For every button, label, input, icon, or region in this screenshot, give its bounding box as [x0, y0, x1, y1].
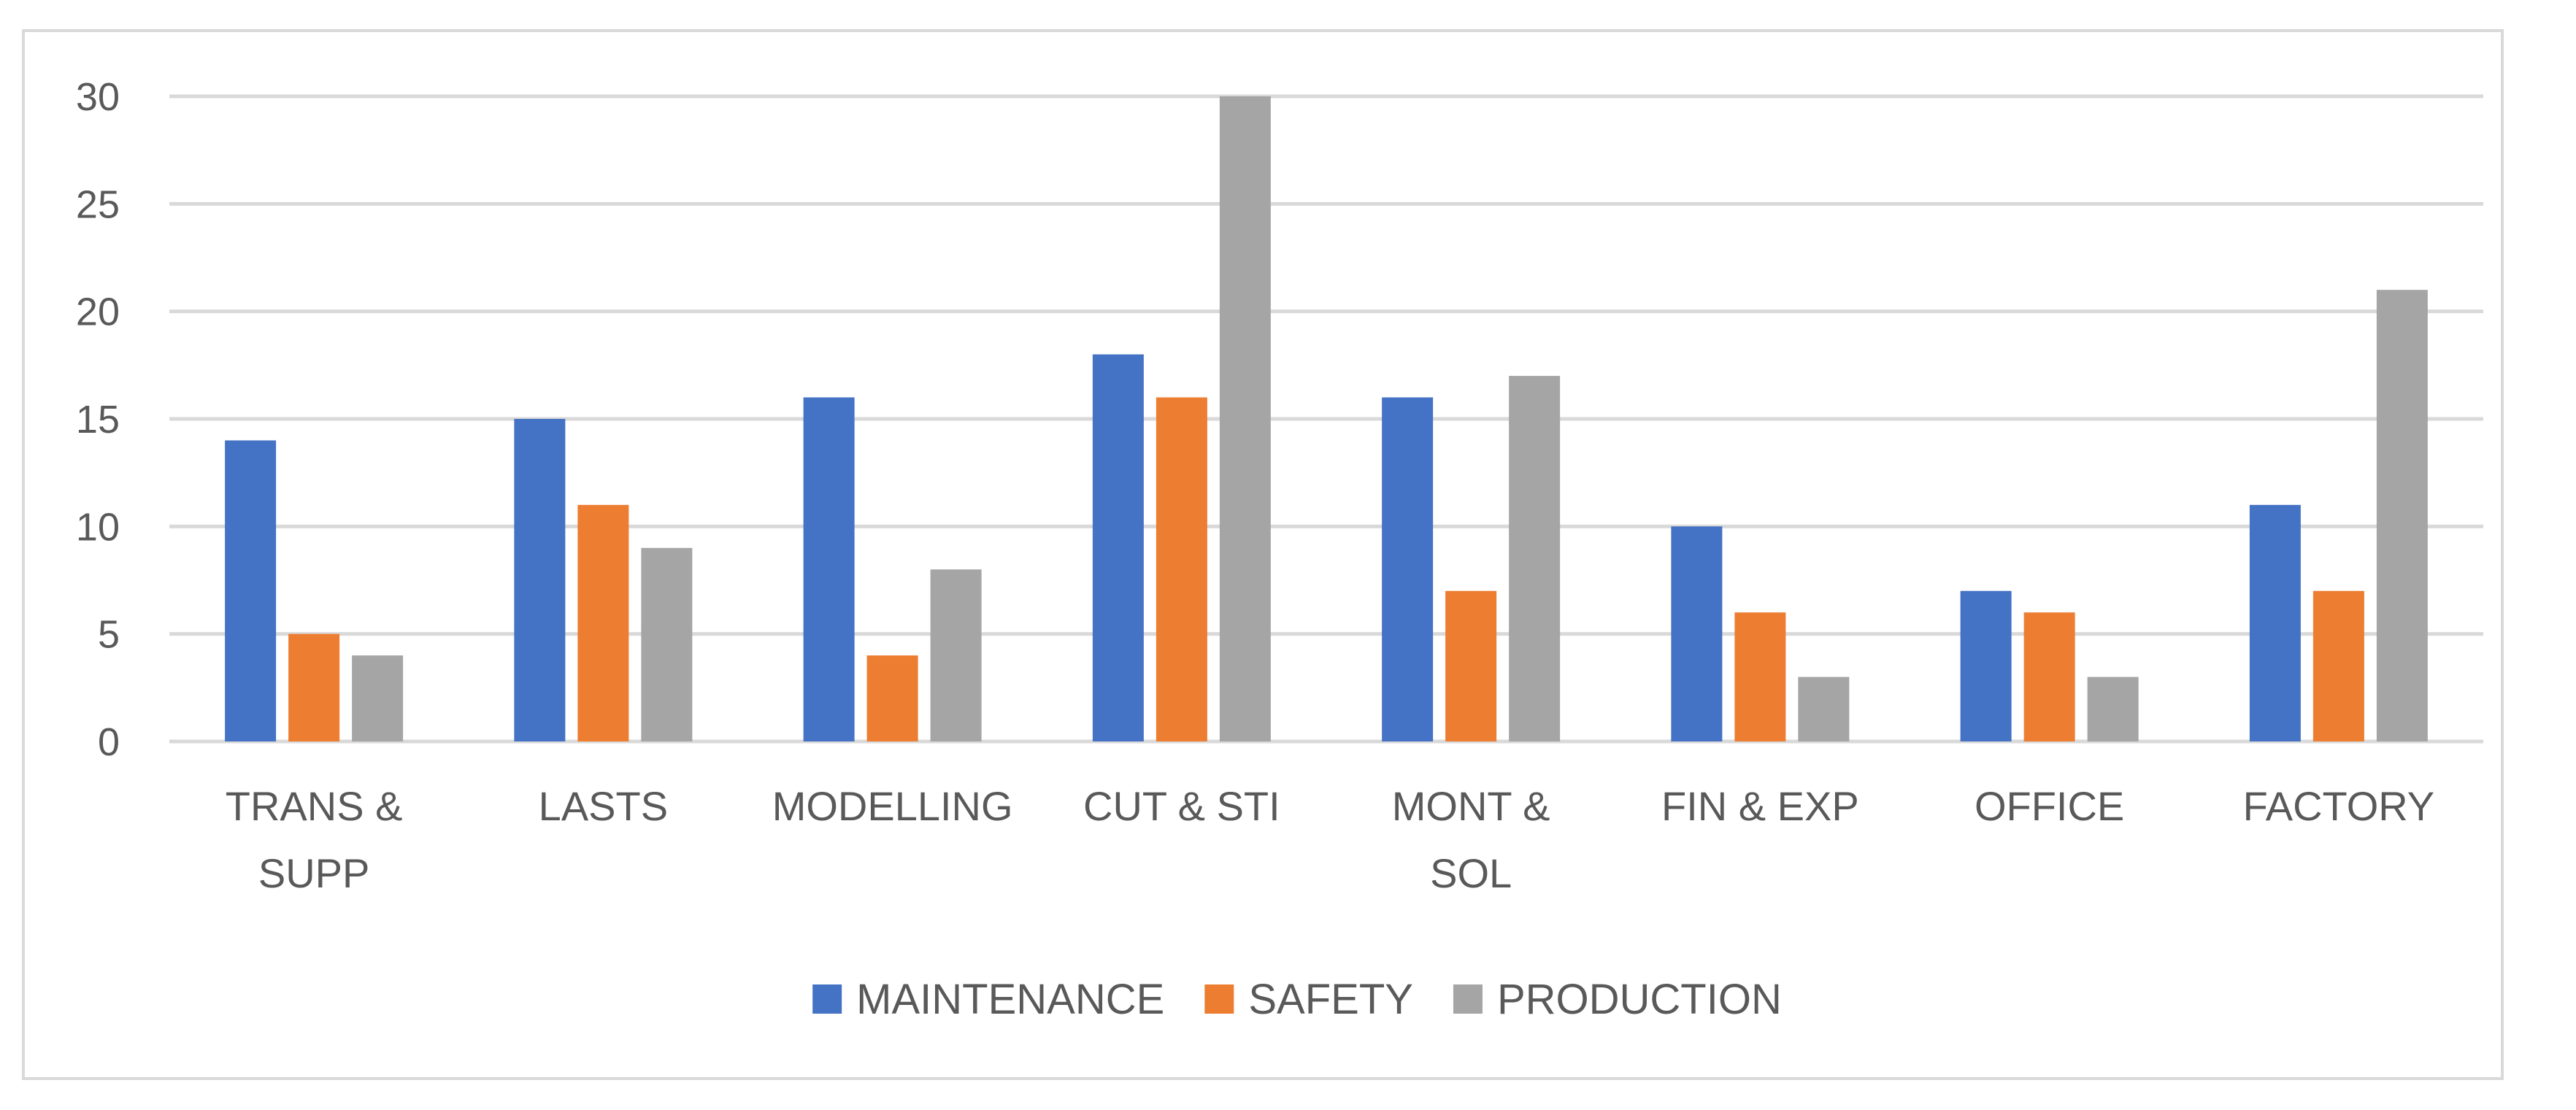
y-tick-label-30: 30 — [76, 75, 120, 119]
x-category-label-4-1: SOL — [1430, 850, 1512, 896]
x-category-label-5-0: FIN & EXP — [1661, 783, 1859, 829]
bar-production-5 — [1798, 677, 1850, 741]
legend-swatch-safety — [1204, 984, 1234, 1014]
bar-maintenance-7 — [2249, 504, 2301, 741]
x-category-label-3-0: CUT & STI — [1083, 783, 1280, 829]
y-tick-label-0: 0 — [98, 720, 120, 764]
x-category-label-0-0: TRANS & — [226, 783, 403, 829]
y-tick-label-15: 15 — [76, 398, 120, 442]
legend-label-safety: SAFETY — [1248, 976, 1413, 1023]
bar-maintenance-4 — [1382, 397, 1434, 741]
x-category-label-2-0: MODELLING — [772, 783, 1013, 829]
chart-frame: 0 5 10 15 20 25 30 TRANS & SUPP LASTS MODELLING CU… — [22, 29, 2504, 1080]
bar-maintenance-5 — [1671, 526, 1723, 741]
y-axis-tick-labels: 0 5 10 15 20 25 30 — [76, 75, 120, 764]
legend-label-maintenance: MAINTENANCE — [856, 976, 1164, 1023]
bar-safety-1 — [577, 504, 629, 741]
bar-production-7 — [2376, 290, 2428, 741]
bar-production-1 — [641, 547, 693, 741]
bar-safety-3 — [1156, 397, 1207, 741]
bar-maintenance-3 — [1092, 354, 1144, 742]
x-category-label-4-0: MONT & — [1392, 783, 1550, 829]
bars — [225, 96, 2428, 742]
bar-production-0 — [352, 655, 404, 741]
x-category-label-1-0: LASTS — [539, 783, 668, 829]
legend: MAINTENANCE SAFETY PRODUCTION — [812, 976, 1782, 1023]
legend-swatch-maintenance — [812, 984, 842, 1014]
bar-safety-4 — [1445, 590, 1497, 741]
bar-maintenance-2 — [803, 397, 855, 741]
y-tick-label-25: 25 — [76, 182, 120, 226]
bar-maintenance-6 — [1960, 590, 2012, 741]
bar-production-2 — [930, 569, 982, 741]
bar-maintenance-0 — [225, 440, 277, 741]
bar-safety-0 — [288, 633, 340, 741]
legend-swatch-production — [1453, 984, 1483, 1014]
bar-production-3 — [1219, 96, 1271, 741]
y-tick-label-20: 20 — [76, 290, 120, 334]
bar-production-6 — [2087, 677, 2139, 741]
bar-safety-7 — [2312, 590, 2364, 741]
bar-safety-6 — [2023, 612, 2075, 741]
bar-production-4 — [1509, 376, 1561, 741]
x-category-label-7-0: FACTORY — [2243, 783, 2434, 829]
y-tick-label-10: 10 — [76, 505, 120, 549]
x-category-label-6-0: OFFICE — [1975, 783, 2124, 829]
bar-safety-5 — [1734, 612, 1786, 741]
bar-maintenance-1 — [514, 419, 566, 741]
x-axis-category-labels: TRANS & SUPP LASTS MODELLING CUT & STI MONT &… — [226, 783, 2434, 896]
x-category-label-0-1: SUPP — [258, 850, 370, 896]
legend-label-production: PRODUCTION — [1497, 976, 1782, 1023]
bar-chart: 0 5 10 15 20 25 30 TRANS & SUPP LASTS MODELLING CU… — [76, 75, 2483, 1023]
bar-safety-2 — [866, 655, 918, 741]
y-tick-label-5: 5 — [98, 613, 120, 657]
